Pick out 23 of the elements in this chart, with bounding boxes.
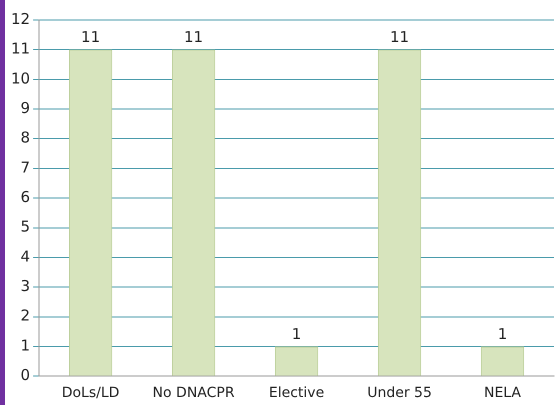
x-tick-label: No DNACPR <box>152 385 235 402</box>
y-tick-label: 1 <box>20 336 30 354</box>
y-tick-label: 5 <box>20 218 30 236</box>
data-label: 1 <box>292 324 302 343</box>
data-label: 11 <box>81 28 100 46</box>
y-tick-label: 8 <box>20 128 30 147</box>
y-tick-label: 6 <box>20 188 30 206</box>
y-tick-label: 10 <box>10 69 30 88</box>
y-tick-label: 0 <box>20 366 30 384</box>
data-label: 11 <box>390 28 410 46</box>
y-tick-label: 12 <box>10 10 30 28</box>
y-tick-label: 9 <box>20 98 30 117</box>
y-tick-label: 3 <box>20 277 30 296</box>
x-tick-label: Elective <box>268 385 324 402</box>
y-tick-label: 11 <box>10 40 30 58</box>
y-tick-label: 4 <box>20 247 30 266</box>
y-tick-label: 2 <box>20 306 30 325</box>
data-label: 1 <box>498 324 508 343</box>
x-tick-label: Under 55 <box>367 385 432 402</box>
data-label: 11 <box>184 28 204 46</box>
x-tick-label: DoLs/LD <box>62 385 120 402</box>
y-tick-label: 7 <box>20 158 30 176</box>
x-tick-label: NELA <box>484 385 522 402</box>
